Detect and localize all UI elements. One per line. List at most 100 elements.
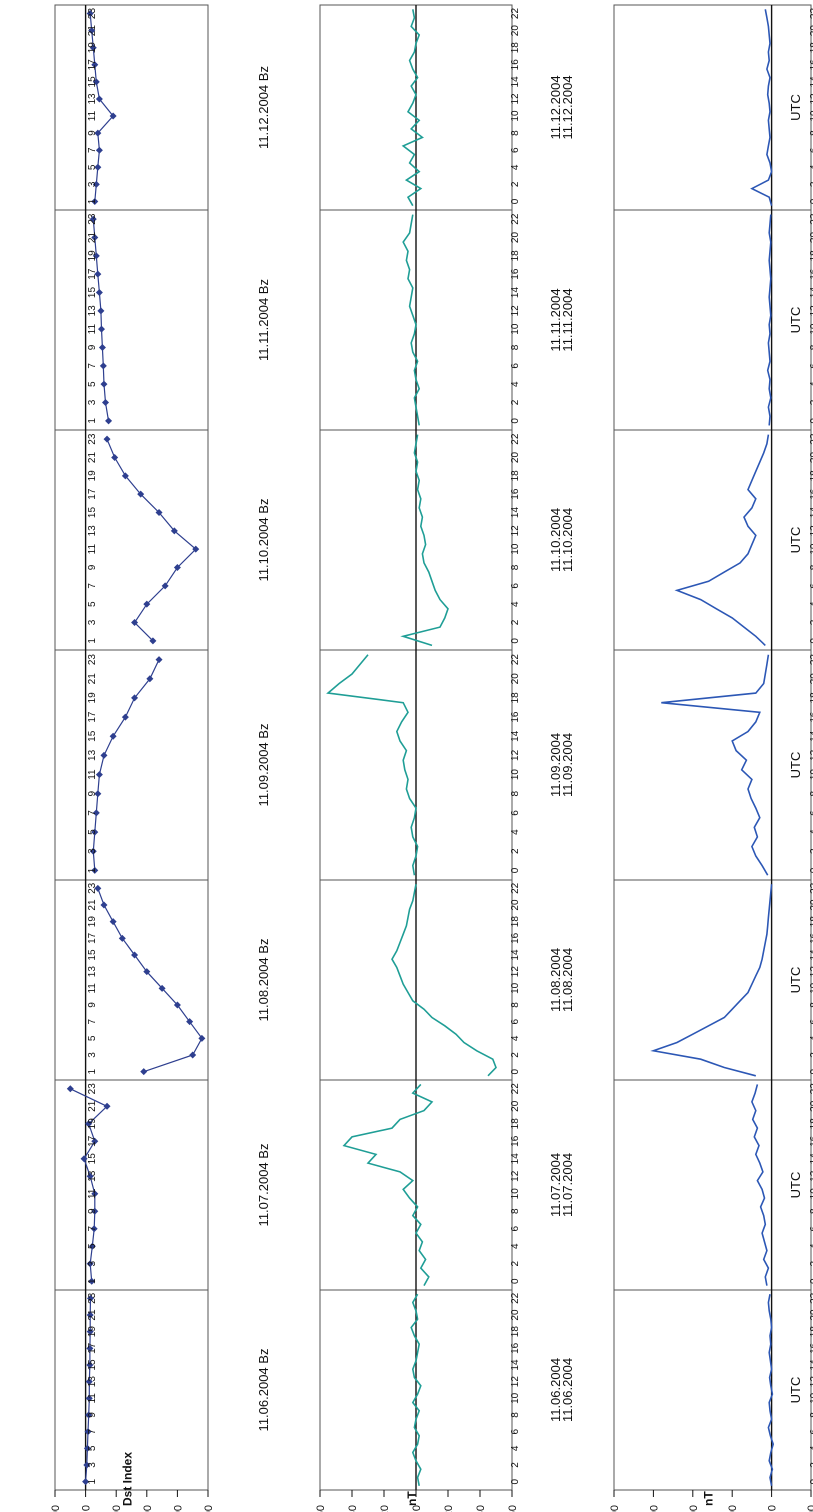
x-tick-label: 10 — [809, 323, 813, 335]
data-point — [143, 968, 151, 976]
x-tick-label: 21 — [87, 452, 98, 464]
data-point — [158, 984, 166, 992]
x-tick-label: 5 — [87, 164, 98, 170]
x-tick-label: 14 — [809, 1359, 813, 1371]
x-tick-label: 14 — [809, 1153, 813, 1165]
x-tick-label: 15 — [87, 1153, 98, 1165]
x-tick-label: 19 — [87, 1326, 98, 1338]
panel-2: 6040200-20-40-60nT024681012141618202211.… — [315, 4, 575, 1512]
x-tick-label: 8 — [809, 1412, 813, 1418]
series-line — [767, 1294, 775, 1486]
data-point — [88, 1277, 96, 1285]
data-point — [89, 215, 97, 223]
x-tick-label: 10 — [510, 982, 521, 994]
x-tick-label: 15 — [87, 730, 98, 742]
series-line — [97, 888, 203, 1073]
day-label: 11.09.2004 Bz — [256, 724, 271, 807]
x-tick-label: 13 — [87, 93, 98, 105]
series-line — [92, 659, 160, 871]
y-tick-label: 500 — [727, 1505, 739, 1512]
x-tick-label: 16 — [809, 1342, 813, 1354]
x-tick-label: 20 — [809, 452, 813, 464]
data-point — [186, 1018, 194, 1026]
x-tick-label: 1 — [87, 418, 98, 424]
y-tick-label: 2000 — [609, 1505, 621, 1512]
data-point — [118, 934, 126, 942]
data-point — [85, 1394, 93, 1402]
x-tick-label: 22 — [809, 433, 813, 445]
y-tick-label: 60 — [315, 1505, 327, 1512]
data-point — [91, 234, 99, 241]
data-point — [91, 61, 99, 69]
data-point — [90, 1225, 98, 1233]
x-tick-label: 8 — [809, 791, 813, 797]
x-tick-label: 15 — [87, 507, 98, 519]
x-tick-label: 4 — [809, 1243, 813, 1249]
x-tick-label: 20 — [809, 25, 813, 37]
x-tick-label: 11 — [87, 110, 98, 121]
x-tick-label: 9 — [87, 564, 98, 570]
x-tick-label: 18 — [809, 470, 813, 482]
x-tick-label: 18 — [809, 1326, 813, 1338]
y-tick-label: 40 — [347, 1505, 359, 1512]
day-label: 11.09.2004 — [560, 733, 575, 797]
series-line — [650, 884, 773, 1077]
x-tick-label: 21 — [87, 673, 98, 685]
x-tick-label: 6 — [510, 583, 521, 589]
x-tick-label: 18 — [510, 42, 521, 54]
x-tick-label: 15 — [87, 1359, 98, 1371]
y-tick-label: 100 — [50, 1505, 62, 1512]
x-tick-label: 9 — [87, 1002, 98, 1008]
x-tick-label: 18 — [510, 250, 521, 262]
x-tick-label: 23 — [87, 213, 98, 225]
data-point — [86, 1260, 94, 1268]
day-frame — [54, 209, 209, 431]
utc-label: UTC — [788, 1377, 803, 1404]
data-point — [131, 951, 139, 959]
x-tick-label: 8 — [809, 1002, 813, 1008]
y-tick-label: -100 — [111, 1505, 123, 1512]
x-tick-label: 4 — [809, 829, 813, 835]
x-tick-label: 1 — [87, 1478, 98, 1484]
x-tick-label: 4 — [510, 829, 521, 835]
x-tick-label: 2 — [510, 399, 521, 405]
y-tick-label: 1500 — [648, 1505, 660, 1512]
x-tick-label: 11 — [87, 769, 98, 780]
x-tick-label: 11 — [87, 983, 98, 994]
series-line — [674, 434, 770, 646]
x-tick-label: 16 — [809, 932, 813, 944]
data-point — [101, 399, 109, 406]
day-frame — [613, 209, 812, 431]
x-tick-label: 16 — [510, 1342, 521, 1354]
x-tick-label: 3 — [87, 399, 98, 405]
x-tick-label: 1 — [87, 638, 98, 644]
x-tick-label: 6 — [809, 583, 813, 589]
data-point — [85, 1378, 93, 1386]
x-tick-label: 12 — [510, 966, 521, 978]
x-tick-label: 1 — [87, 1278, 98, 1284]
x-tick-label: 7 — [87, 583, 98, 589]
x-tick-label: 13 — [87, 525, 98, 537]
data-point — [86, 1172, 94, 1180]
x-tick-label: 23 — [87, 8, 98, 20]
x-tick-label: 12 — [510, 1376, 521, 1388]
x-tick-label: 4 — [809, 1035, 813, 1041]
x-tick-label: 4 — [809, 601, 813, 607]
x-tick-label: 14 — [510, 287, 521, 299]
x-tick-label: 12 — [809, 966, 813, 978]
x-tick-label: 22 — [510, 433, 521, 445]
x-tick-label: 10 — [510, 1392, 521, 1404]
x-tick-label: 15 — [87, 287, 98, 299]
data-point — [85, 1120, 93, 1128]
x-tick-label: 20 — [510, 899, 521, 911]
data-point — [91, 1137, 99, 1145]
x-tick-label: 16 — [510, 711, 521, 723]
x-tick-label: 10 — [809, 1188, 813, 1200]
x-tick-label: 7 — [87, 363, 98, 369]
x-tick-label: 2 — [809, 181, 813, 187]
x-tick-label: 17 — [87, 1342, 98, 1354]
data-point — [92, 252, 100, 260]
x-tick-label: 14 — [510, 507, 521, 519]
x-tick-label: 8 — [809, 1208, 813, 1214]
y-tick-label: -500 — [806, 1505, 813, 1512]
